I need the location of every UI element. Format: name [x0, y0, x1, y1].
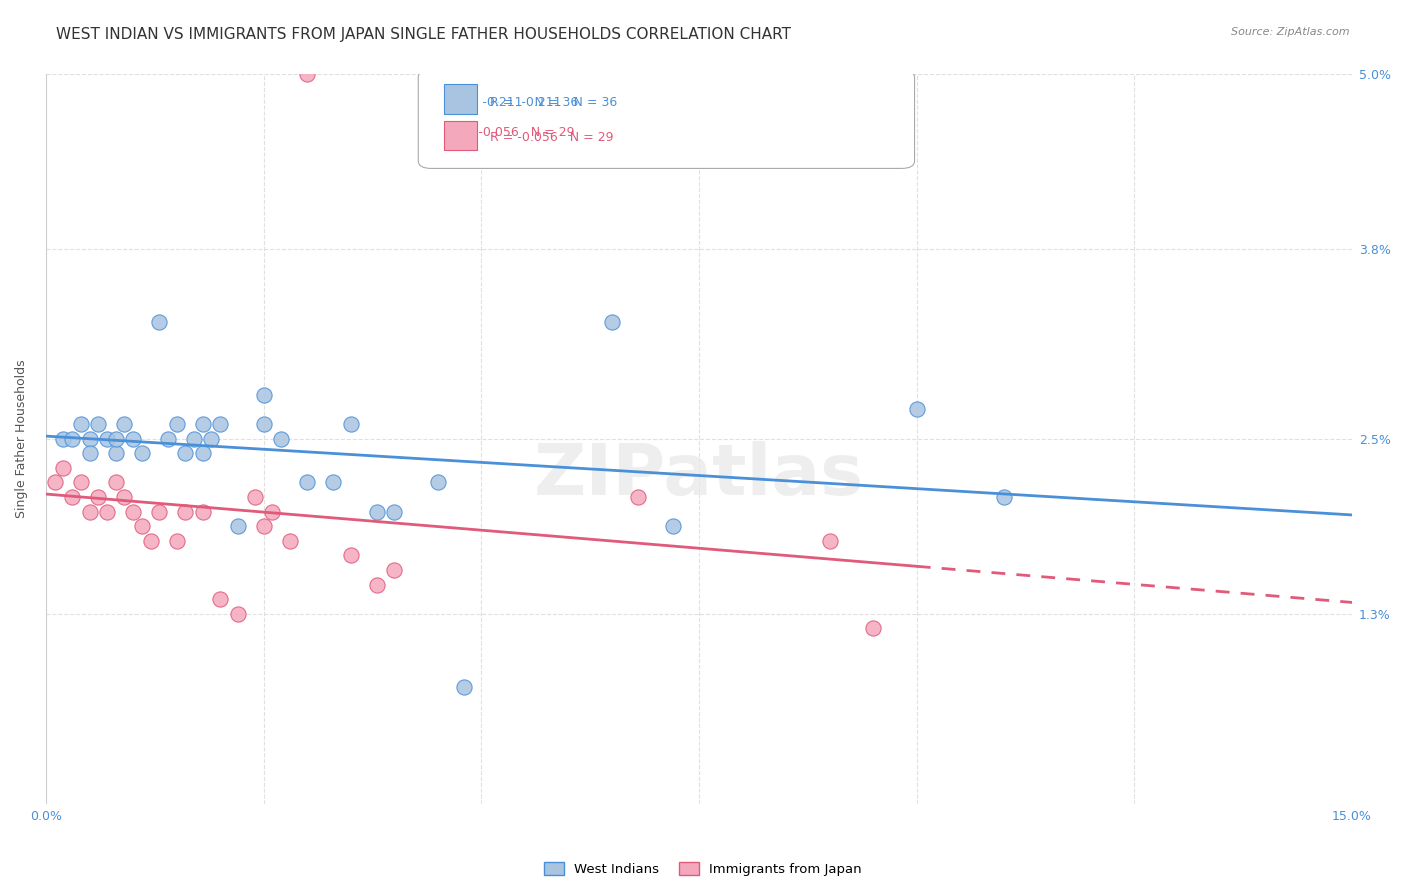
Point: [60, 432, 83, 446]
Point: [96, 504, 118, 518]
Point: [322, 475, 344, 490]
Point: [52, 432, 75, 446]
Y-axis label: Single Father Households: Single Father Households: [15, 359, 28, 518]
Point: [209, 417, 232, 431]
Text: WEST INDIAN VS IMMIGRANTS FROM JAPAN SINGLE FATHER HOUSEHOLDS CORRELATION CHART: WEST INDIAN VS IMMIGRANTS FROM JAPAN SIN…: [56, 27, 792, 42]
Point: [662, 519, 685, 533]
Point: [122, 504, 145, 518]
Point: [600, 315, 623, 329]
Point: [426, 475, 449, 490]
Point: [139, 533, 162, 548]
Point: [131, 519, 153, 533]
Point: [226, 607, 249, 621]
Point: [156, 432, 179, 446]
Point: [366, 577, 388, 591]
Text: West Indians: West Indians: [491, 102, 499, 103]
Text: R =  -0.211   N = 36: R = -0.211 N = 36: [451, 96, 578, 110]
Point: [70, 417, 93, 431]
Point: [87, 490, 110, 504]
Point: [44, 475, 66, 490]
Point: [104, 432, 127, 446]
Point: [112, 490, 135, 504]
Point: [905, 402, 928, 417]
Text: R = -0.056   N = 29: R = -0.056 N = 29: [491, 131, 613, 145]
Point: [79, 446, 101, 460]
Point: [270, 432, 292, 446]
Bar: [444, 121, 477, 150]
Text: ZIPatlas: ZIPatlas: [534, 441, 865, 509]
Point: [79, 432, 101, 446]
Point: [262, 504, 284, 518]
Point: [191, 417, 214, 431]
Text: R = -0.056   N = 29: R = -0.056 N = 29: [451, 126, 575, 138]
Point: [96, 432, 118, 446]
Point: [104, 446, 127, 460]
Point: [278, 533, 301, 548]
Text: Source: ZipAtlas.com: Source: ZipAtlas.com: [1232, 27, 1350, 37]
Point: [200, 432, 222, 446]
Point: [818, 533, 841, 548]
Point: [174, 446, 197, 460]
Point: [148, 504, 170, 518]
Text: R =  -0.211   N = 36: R = -0.211 N = 36: [491, 96, 617, 109]
Point: [166, 417, 188, 431]
Point: [627, 490, 650, 504]
Point: [382, 504, 405, 518]
Point: [131, 446, 153, 460]
Point: [70, 475, 93, 490]
Point: [862, 621, 884, 635]
Point: [122, 432, 145, 446]
Point: [382, 563, 405, 577]
Point: [148, 315, 170, 329]
Point: [87, 417, 110, 431]
Point: [183, 432, 205, 446]
Bar: [444, 85, 477, 113]
Point: [253, 417, 276, 431]
Point: [366, 504, 388, 518]
Point: [191, 504, 214, 518]
Point: [226, 519, 249, 533]
Point: [191, 446, 214, 460]
Point: [339, 549, 361, 563]
Point: [297, 66, 319, 80]
Point: [253, 519, 276, 533]
Point: [253, 388, 276, 402]
Point: [243, 490, 266, 504]
Point: [453, 680, 475, 694]
Point: [104, 475, 127, 490]
Legend: West Indians, Immigrants from Japan: West Indians, Immigrants from Japan: [538, 856, 868, 881]
Point: [112, 417, 135, 431]
Point: [60, 490, 83, 504]
Point: [993, 490, 1015, 504]
Point: [79, 504, 101, 518]
FancyBboxPatch shape: [418, 70, 914, 169]
Point: [297, 475, 319, 490]
Point: [166, 533, 188, 548]
Point: [174, 504, 197, 518]
Point: [52, 460, 75, 475]
Point: [209, 592, 232, 607]
Point: [339, 417, 361, 431]
